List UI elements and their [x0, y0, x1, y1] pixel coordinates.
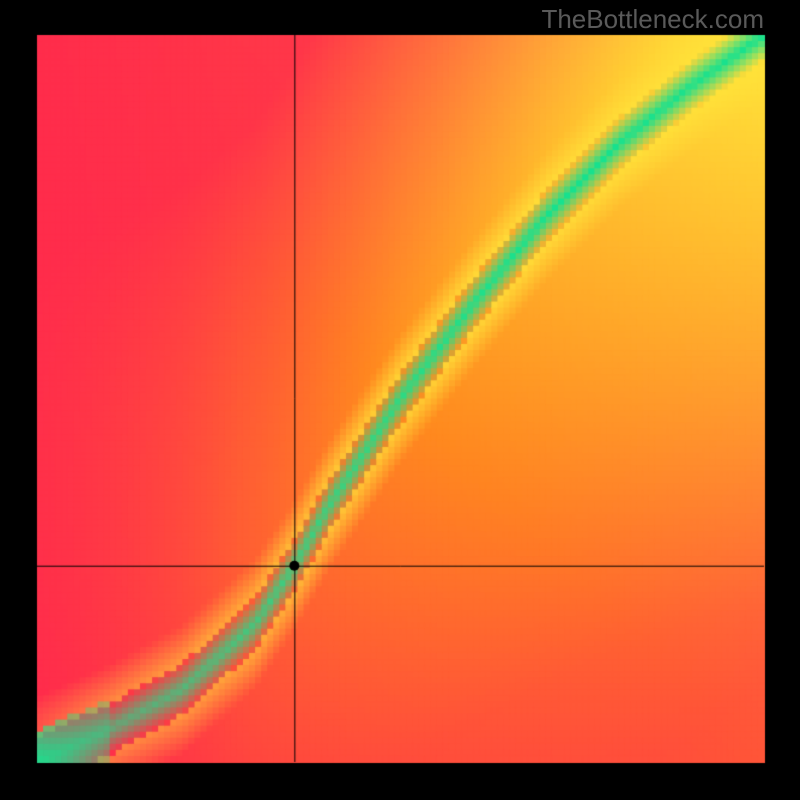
- chart-container: TheBottleneck.com: [0, 0, 800, 800]
- watermark-text: TheBottleneck.com: [541, 4, 764, 35]
- heatmap-canvas: [0, 0, 800, 800]
